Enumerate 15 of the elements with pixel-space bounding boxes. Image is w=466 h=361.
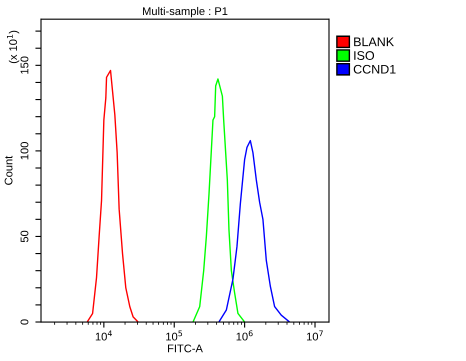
- x-tick-label: 10$^{7}$: [306, 330, 323, 341]
- legend-label: CCND1: [354, 64, 396, 74]
- x-tick-label: 10$^{5}$: [166, 330, 182, 341]
- x-tick-label: 10$^{4}$: [96, 330, 112, 341]
- text: (x 10$^{1}$): [6, 30, 20, 64]
- y-axis-title: Count: [4, 156, 12, 185]
- legend-label: ISO: [354, 51, 374, 60]
- y-tick-label: 50: [20, 230, 28, 242]
- y-tick-label: 150: [20, 56, 28, 74]
- y-tick-label: 0: [20, 319, 28, 325]
- x-axis-title: FITC-A: [168, 344, 203, 352]
- x-tick-label: 10$^{6}$: [236, 330, 253, 341]
- y-tick-label: 100: [20, 142, 28, 160]
- legend-label: BLANK: [354, 38, 394, 46]
- chart-title: Multi-sample : P1: [143, 6, 228, 18]
